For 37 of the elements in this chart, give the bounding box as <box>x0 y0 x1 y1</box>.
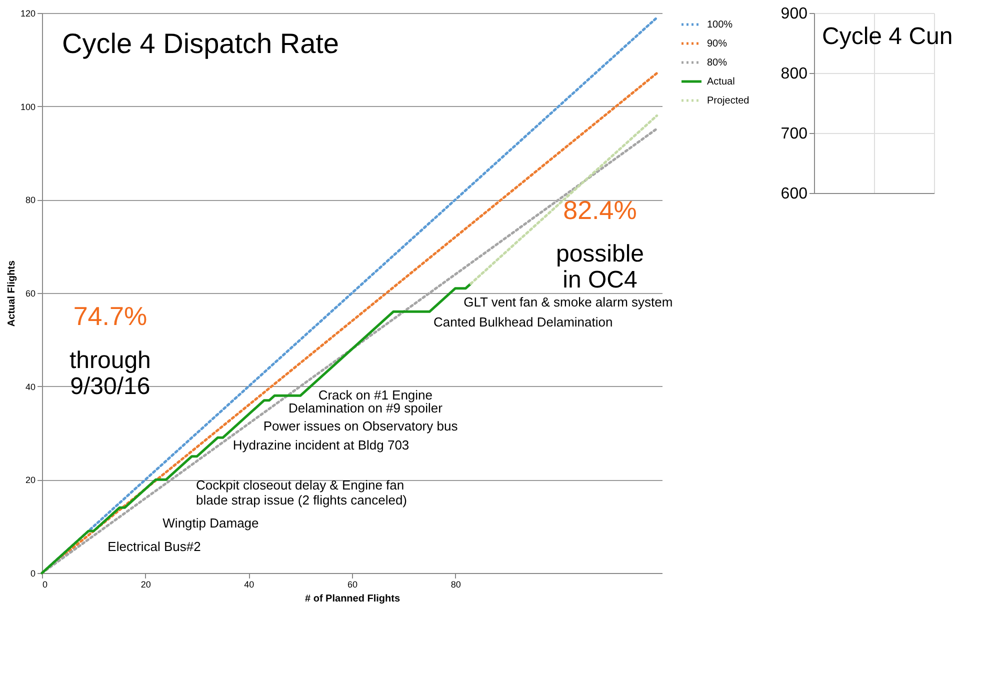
annotation: Cockpit closeout delay & Engine fan blade strap issue (2 flights canceled) <box>196 478 408 508</box>
annotation: GLT vent fan & smoke alarm system <box>464 294 673 310</box>
y-tick-label: 60 <box>25 288 36 298</box>
y-tick-label: 600 <box>780 186 808 202</box>
y-tick-label: 120 <box>20 8 36 18</box>
legend-label: Projected <box>707 96 750 106</box>
annotation: Wingtip Damage <box>162 516 259 531</box>
x-tick-label: 60 <box>347 580 358 590</box>
annotation: Electrical Bus#2 <box>108 539 201 554</box>
y-tick-label: 100 <box>20 102 36 112</box>
annotation: Hydrazine incident at Bldg 703 <box>232 438 410 453</box>
annotation: Power issues on Observatory bus <box>263 418 458 434</box>
annotation: Crack on #1 Engine <box>318 388 433 403</box>
x-tick-label: 40 <box>244 580 254 590</box>
text: Cycle 4 Dispatch Rate <box>62 28 340 59</box>
annotation: through 9/30/16 <box>69 347 151 400</box>
annotation: Canted Bulkhead Delamination <box>434 314 613 330</box>
chart-title: Cycle 4 Cun <box>822 23 953 50</box>
legend-label: 80% <box>707 58 728 68</box>
y-tick-label: 80 <box>25 195 36 206</box>
annotation: possible in OC4 <box>556 240 644 294</box>
legend-label: 90% <box>707 38 728 50</box>
x-tick-label: 80 <box>450 580 461 590</box>
x-axis-title: # of Planned Flights <box>304 594 400 604</box>
y-axis-title: Actual Flights <box>6 260 18 327</box>
y-tick-label: 800 <box>780 66 808 82</box>
legend-label: 100% <box>707 20 733 30</box>
annotation: 74.7% <box>73 301 148 332</box>
y-tick-label: 900 <box>780 6 808 22</box>
legend-label: Actual <box>707 76 735 88</box>
x-tick-label: 0 <box>42 580 48 590</box>
y-tick-label: 20 <box>25 475 36 486</box>
y-tick-label: 700 <box>780 126 808 142</box>
annotation: 82.4% <box>563 194 637 225</box>
y-tick-label: 40 <box>25 382 36 392</box>
x-tick-label: 20 <box>140 580 151 590</box>
y-tick-label: 0 <box>30 568 36 578</box>
